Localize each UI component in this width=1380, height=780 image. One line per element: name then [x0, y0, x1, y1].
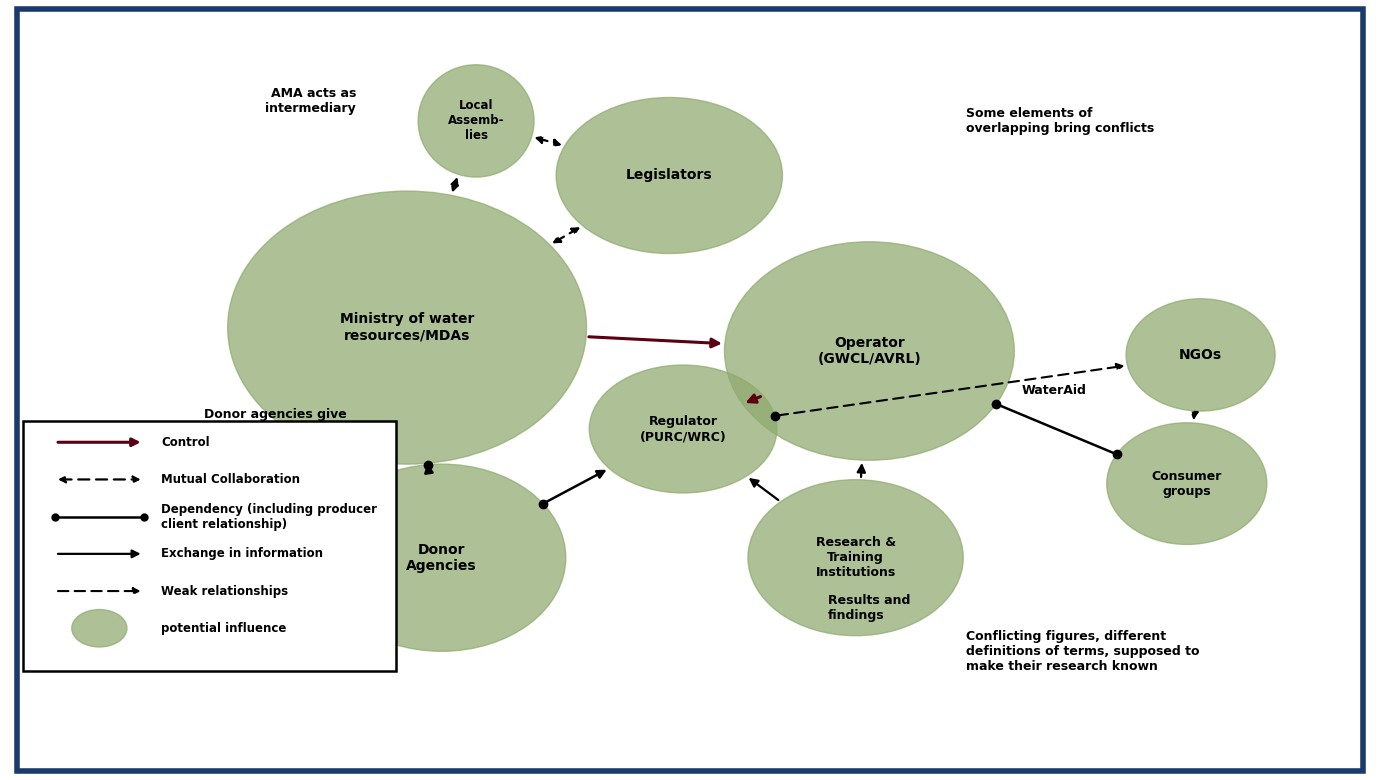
Ellipse shape: [724, 242, 1014, 460]
Ellipse shape: [556, 98, 782, 254]
Text: Some elements of
overlapping bring conflicts: Some elements of overlapping bring confl…: [966, 107, 1154, 135]
Ellipse shape: [1107, 423, 1267, 544]
Ellipse shape: [228, 191, 586, 464]
Text: Exchange in information: Exchange in information: [161, 548, 323, 560]
Text: NGOs: NGOs: [1179, 348, 1223, 362]
Ellipse shape: [317, 464, 566, 651]
Text: Consumer
groups: Consumer groups: [1152, 470, 1221, 498]
Text: Regulator
(PURC/WRC): Regulator (PURC/WRC): [640, 415, 726, 443]
Ellipse shape: [1126, 299, 1275, 411]
Text: Weak relationships: Weak relationships: [161, 584, 288, 597]
Ellipse shape: [748, 480, 963, 636]
Text: Conflicting figures, different
definitions of terms, supposed to
make their rese: Conflicting figures, different definitio…: [966, 629, 1199, 673]
Text: Donor agencies give
funding. Strong
relationship with
water directions: Donor agencies give funding. Strong rela…: [204, 408, 346, 466]
Ellipse shape: [589, 365, 777, 493]
Ellipse shape: [72, 609, 127, 647]
Text: Dependency (including producer
client relationship): Dependency (including producer client re…: [161, 502, 378, 530]
Text: Results and
findings: Results and findings: [828, 594, 911, 622]
Text: Research &
Training
Institutions: Research & Training Institutions: [816, 536, 896, 580]
Text: potential influence: potential influence: [161, 622, 287, 635]
Text: Local
Assemb-
lies: Local Assemb- lies: [448, 99, 504, 143]
Text: Mutual Collaboration: Mutual Collaboration: [161, 473, 301, 486]
FancyBboxPatch shape: [23, 421, 396, 671]
Ellipse shape: [418, 65, 534, 177]
Text: Control: Control: [161, 436, 210, 448]
Text: Ministry of water
resources/MDAs: Ministry of water resources/MDAs: [339, 313, 475, 342]
Text: Legislators: Legislators: [627, 168, 712, 183]
Text: Operator
(GWCL/AVRL): Operator (GWCL/AVRL): [817, 336, 922, 366]
Text: Donor
Agencies: Donor Agencies: [406, 543, 477, 573]
Text: AMA acts as
intermediary: AMA acts as intermediary: [265, 87, 356, 115]
Text: WaterAid: WaterAid: [1021, 384, 1086, 396]
